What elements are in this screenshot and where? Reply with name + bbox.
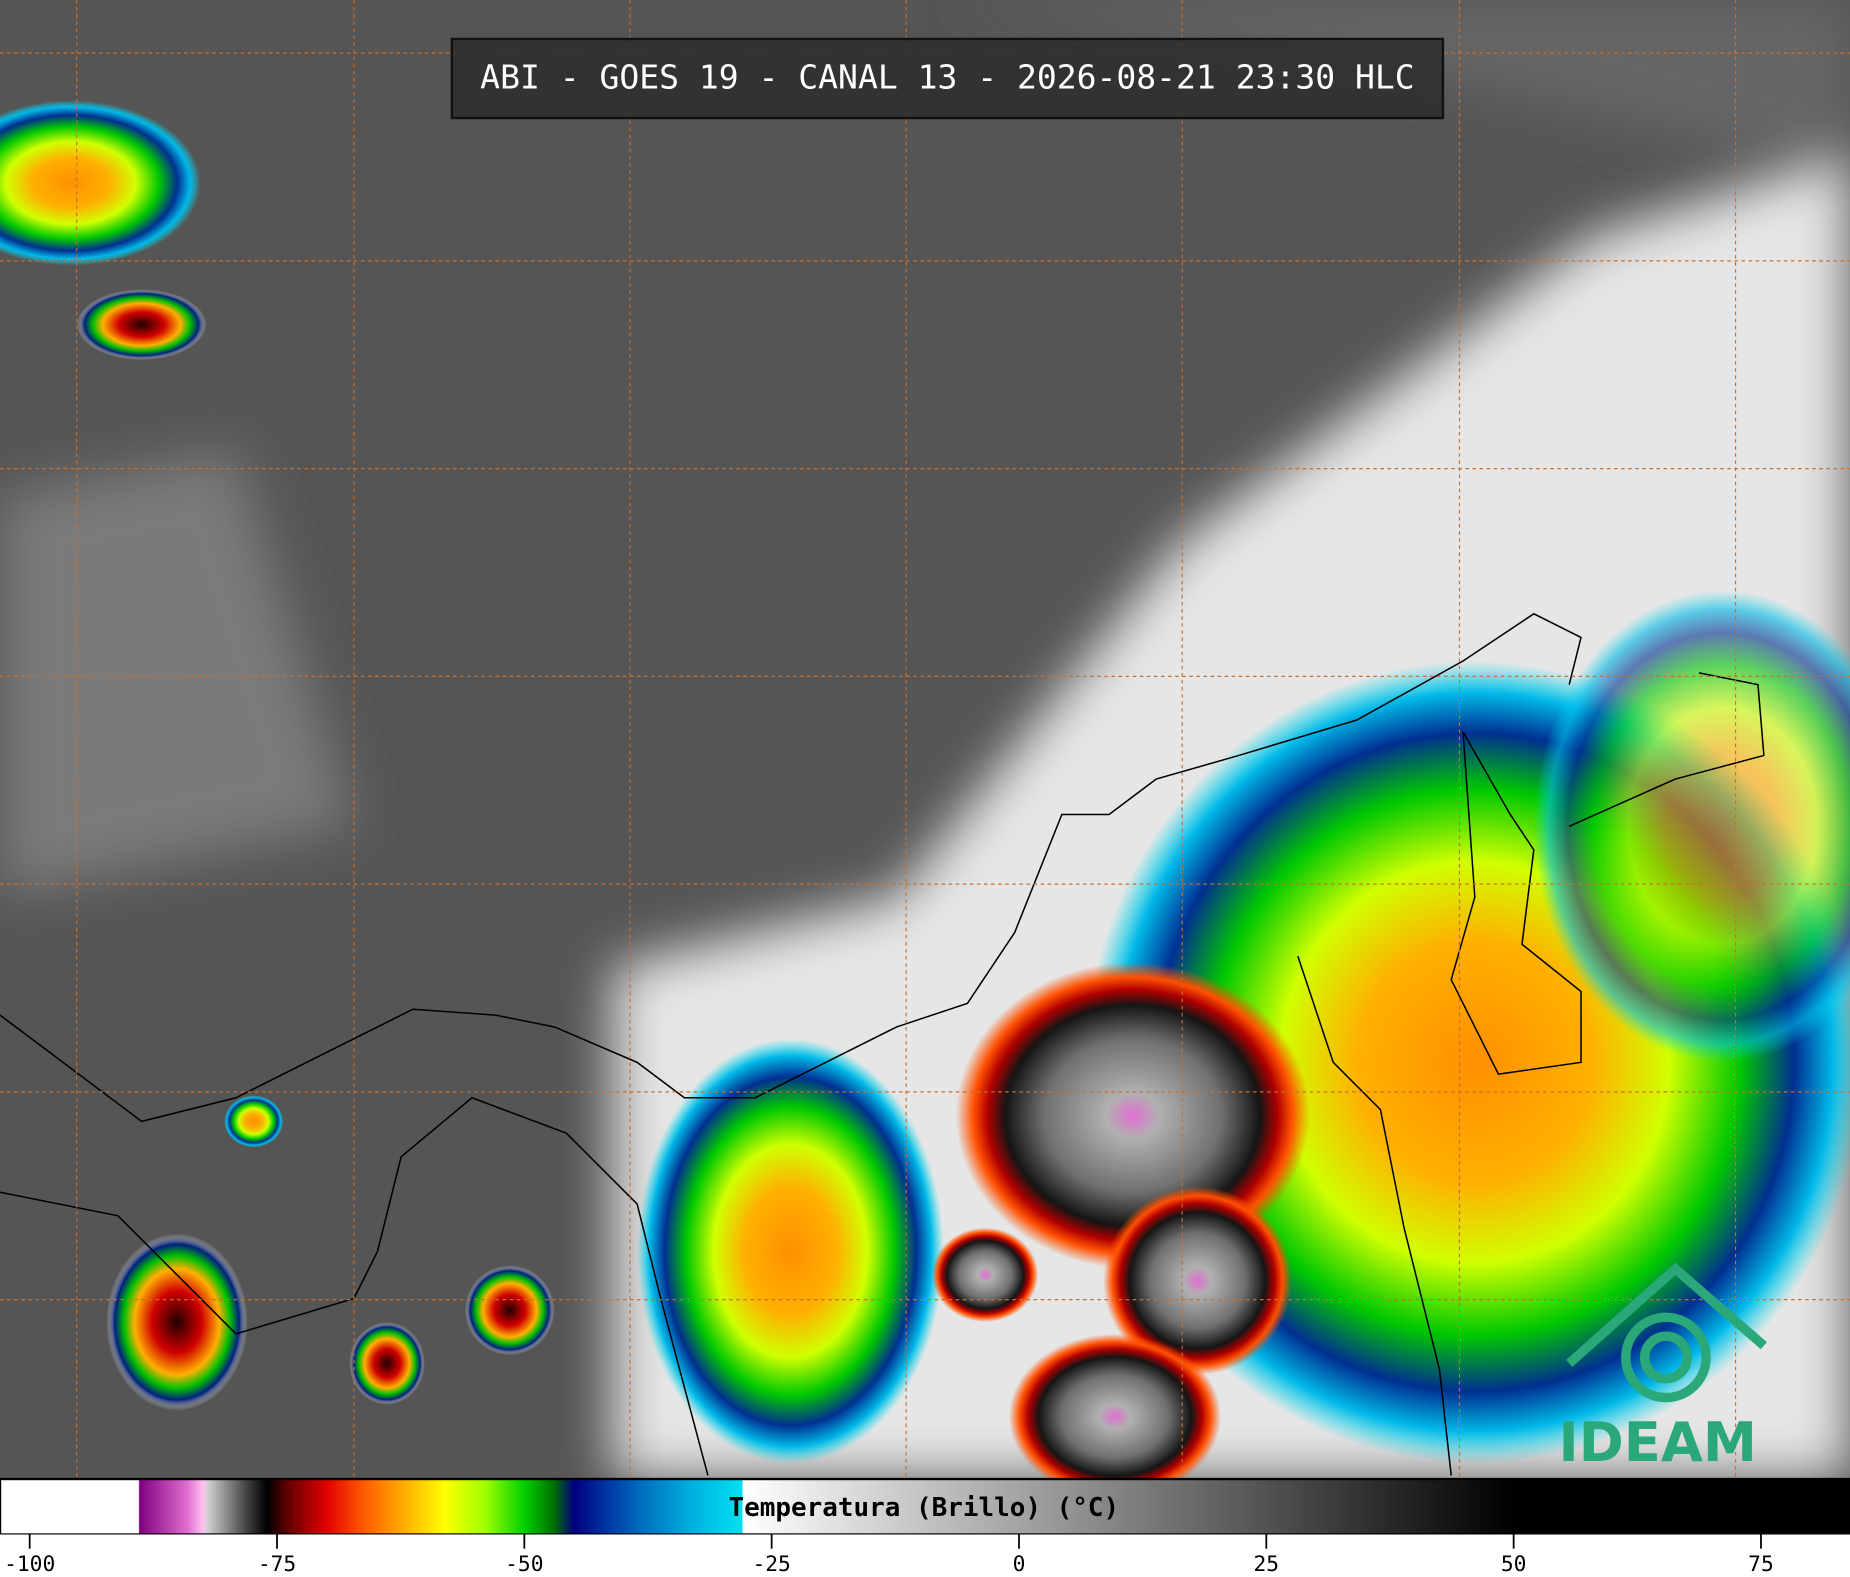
logo-text: IDEAM: [1559, 1411, 1757, 1474]
axis-area: [0, 1534, 1850, 1577]
colorbar-label: Temperatura (Brillo) (°C): [729, 1493, 1120, 1523]
border: [1450, 731, 1582, 1075]
cold-core: [1008, 1333, 1222, 1500]
tick-label: -75: [258, 1552, 296, 1577]
storm: [0, 100, 201, 266]
logo: [1566, 1262, 1767, 1403]
storm: [637, 1038, 944, 1464]
storm-cell: [464, 1265, 555, 1356]
storm-cell: [224, 1095, 284, 1148]
storm-cell: [76, 289, 207, 361]
coastline: [0, 1096, 709, 1476]
tick-label: -25: [752, 1552, 790, 1577]
border: [1568, 672, 1765, 827]
tick-label: 75: [1748, 1552, 1774, 1577]
cold-core: [1103, 1186, 1292, 1376]
storm-cell: [106, 1233, 248, 1411]
title: ABI - GOES 19 - CANAL 13 - 2026-08-21 23…: [480, 58, 1414, 97]
tick-label: 25: [1254, 1552, 1280, 1577]
cloud-haze: [0, 448, 354, 898]
tick-label: -50: [505, 1552, 543, 1577]
tick-label: 0: [1013, 1552, 1026, 1577]
graticule: [0, 0, 1850, 1480]
tick-label: -100: [4, 1552, 55, 1577]
colorbar: [0, 1477, 1850, 1536]
title-box: [450, 37, 1445, 120]
cold-core: [932, 1227, 1039, 1323]
storm: [1533, 590, 1850, 1063]
border: [1297, 955, 1452, 1476]
storm-cell: [349, 1322, 425, 1405]
coastline: [0, 612, 1582, 1123]
tick-label: 50: [1501, 1552, 1527, 1577]
colorbar-axis: -100 -75 -50 -25 0 25 50 75: [4, 1534, 1774, 1577]
